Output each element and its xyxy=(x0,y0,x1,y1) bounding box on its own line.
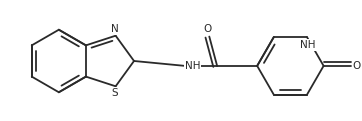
Text: O: O xyxy=(353,61,361,71)
Text: S: S xyxy=(111,88,118,98)
Text: NH: NH xyxy=(300,40,316,50)
Text: NH: NH xyxy=(185,61,201,71)
Text: N: N xyxy=(111,24,118,34)
Text: O: O xyxy=(203,24,211,34)
